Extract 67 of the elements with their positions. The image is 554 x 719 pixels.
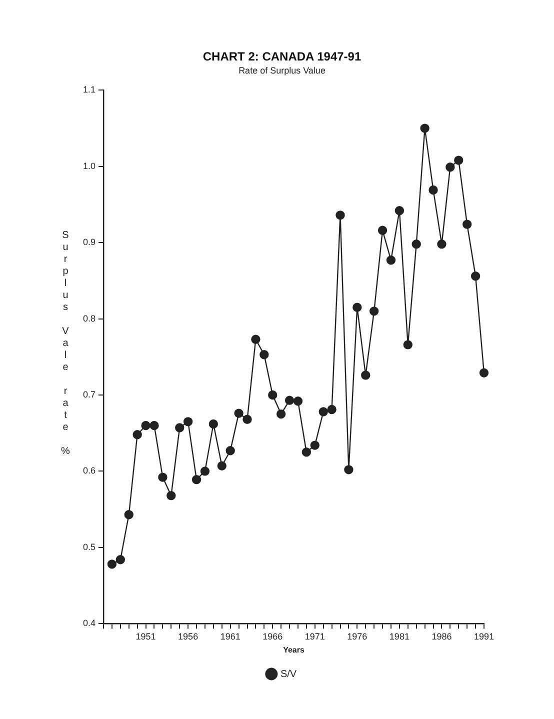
point xyxy=(141,420,150,430)
point xyxy=(369,306,379,316)
point xyxy=(293,396,303,406)
chart-title: CHART 2: CANADA 1947-91 xyxy=(202,50,362,64)
point xyxy=(479,368,489,378)
point xyxy=(428,185,438,195)
x-axis-title: Years xyxy=(283,645,305,654)
point xyxy=(470,272,480,281)
point xyxy=(403,340,412,350)
point xyxy=(217,461,226,470)
point xyxy=(242,414,252,424)
y-tick-label: 1.0 xyxy=(82,160,96,171)
point xyxy=(327,404,336,414)
point xyxy=(361,370,370,380)
point xyxy=(150,420,159,430)
point xyxy=(412,240,421,249)
point xyxy=(166,490,176,500)
point xyxy=(454,156,464,165)
point xyxy=(352,302,362,312)
point xyxy=(276,409,286,419)
point xyxy=(158,472,168,482)
point xyxy=(226,446,235,456)
chart-subtitle: Rate of Surplus Value xyxy=(238,65,326,76)
x-tick-label: 1961 xyxy=(220,631,240,642)
y-tick-label: 0.6 xyxy=(82,466,96,476)
point xyxy=(446,162,455,172)
y-tick-label: 0.7 xyxy=(82,389,96,400)
y-tick-label: 1.1 xyxy=(82,84,96,95)
point xyxy=(208,419,218,429)
point xyxy=(378,226,388,236)
point xyxy=(284,396,294,405)
point xyxy=(318,407,328,416)
point xyxy=(132,430,142,440)
point xyxy=(116,554,126,564)
point xyxy=(200,466,210,476)
point xyxy=(251,334,260,344)
point xyxy=(268,390,278,400)
point xyxy=(183,417,193,426)
x-tick-label: 1956 xyxy=(178,631,198,642)
x-tick-label: 1966 xyxy=(262,631,283,642)
point xyxy=(394,206,404,216)
y-tick-label: 0.9 xyxy=(82,237,96,248)
point xyxy=(107,560,117,569)
point xyxy=(124,510,134,520)
x-tick-label: 1976 xyxy=(347,631,368,642)
y-tick-label: 0.4 xyxy=(82,618,96,628)
y-axis-title: Surplus Vale rate % xyxy=(60,230,72,458)
point xyxy=(437,240,446,249)
point xyxy=(175,423,184,432)
point xyxy=(302,448,312,457)
point xyxy=(344,465,354,474)
x-tick-label: 1986 xyxy=(432,631,452,642)
x-tick-label: 1951 xyxy=(136,631,156,642)
x-tick-label: 1981 xyxy=(389,631,410,642)
point xyxy=(260,350,269,360)
point xyxy=(310,440,320,450)
point xyxy=(462,220,472,229)
point xyxy=(336,210,345,220)
y-tick-label: 0.5 xyxy=(82,542,96,552)
y-tick-label: 0.8 xyxy=(82,313,96,324)
legend-label: S/V xyxy=(280,668,297,680)
x-tick-label: 1971 xyxy=(304,631,325,642)
point xyxy=(192,474,202,484)
point xyxy=(386,256,396,265)
point xyxy=(420,124,430,133)
x-tick-label: 1991 xyxy=(474,631,494,642)
point xyxy=(234,408,244,418)
